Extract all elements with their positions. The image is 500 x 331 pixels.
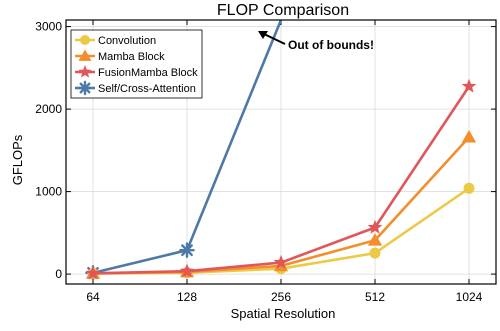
y-axis-label: GFLOPs bbox=[10, 134, 25, 185]
data-point bbox=[85, 265, 101, 280]
data-point bbox=[461, 78, 477, 93]
x-tick-label: 512 bbox=[365, 290, 385, 304]
data-point bbox=[369, 247, 381, 259]
data-point bbox=[367, 219, 383, 234]
legend-label: Self/Cross-Attention bbox=[98, 83, 196, 95]
y-tick-label: 0 bbox=[55, 267, 62, 281]
legend: Convolution Mamba Block FusionMamba Block S… bbox=[70, 29, 203, 99]
x-tick-label: 1024 bbox=[456, 290, 483, 304]
legend-marker bbox=[80, 35, 90, 45]
legend-item: Self/Cross-Attention bbox=[75, 80, 196, 96]
data-point bbox=[461, 130, 477, 143]
y-tick-label: 1000 bbox=[35, 185, 62, 199]
legend-marker bbox=[77, 80, 93, 96]
legend-box bbox=[70, 29, 203, 99]
legend-item: FusionMamba Block bbox=[75, 65, 198, 79]
x-axis-ticks: 64 128 256 512 1024 bbox=[86, 20, 483, 304]
data-point bbox=[273, 254, 289, 269]
plot-frame bbox=[65, 19, 497, 285]
legend-item: Mamba Block bbox=[75, 49, 165, 63]
out-of-bounds-annotation: Out of bounds! bbox=[258, 31, 374, 52]
chart-title: FLOP Comparison bbox=[217, 2, 349, 19]
annotation-arrow-line bbox=[263, 33, 286, 45]
x-tick-label: 64 bbox=[86, 290, 100, 304]
y-tick-label: 3000 bbox=[35, 20, 62, 34]
annotation-arrowhead bbox=[258, 31, 268, 39]
data-point bbox=[367, 233, 383, 246]
x-tick-label: 256 bbox=[271, 290, 291, 304]
data-point bbox=[463, 182, 475, 194]
legend-marker bbox=[78, 65, 92, 78]
legend-label: Mamba Block bbox=[98, 51, 165, 63]
y-tick-label: 2000 bbox=[35, 102, 62, 116]
legend-marker bbox=[78, 49, 92, 61]
annotation-text: Out of bounds! bbox=[288, 38, 374, 52]
legend-label: Convolution bbox=[98, 35, 156, 47]
legend-item: Convolution bbox=[75, 35, 156, 47]
x-tick-label: 128 bbox=[177, 290, 197, 304]
data-point bbox=[179, 263, 195, 278]
series-fusionmamba-block bbox=[85, 78, 477, 280]
legend-label: FusionMamba Block bbox=[98, 67, 198, 79]
series-layer bbox=[85, 19, 477, 281]
y-axis-ticks: 0 1000 2000 3000 bbox=[35, 20, 496, 281]
x-axis-label: Spatial Resolution bbox=[231, 306, 336, 321]
data-point bbox=[179, 242, 195, 258]
